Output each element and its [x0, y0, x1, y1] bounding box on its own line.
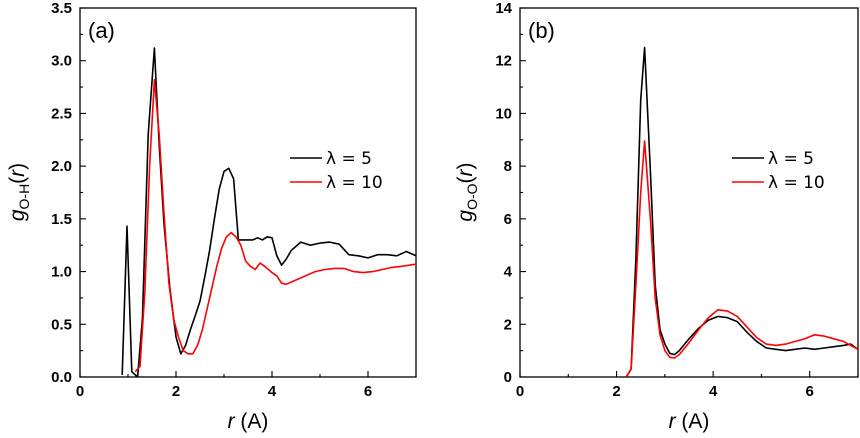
panel-b-legend: λ = 5 λ = 10: [732, 149, 825, 193]
panel-a-x-tick-label: 2: [172, 383, 180, 400]
panel-a-series: [121, 47, 416, 377]
panel-b-y-axis-close-paren: ): [454, 162, 477, 169]
panel-a-x-tick-label: 4: [268, 383, 277, 400]
panel-b-oo-rdf: 0 2 4 6 0 2 4 6 8 10 12 14 (b) λ = 5 λ = 10 r (A) g…: [454, 0, 859, 433]
panel-b-y-tick-label: 8: [504, 158, 512, 175]
panel-a-ticks: 0 2 4 6 0.0 0.5 1.0 1.5 2.0 2.5 3.0 3.5: [51, 0, 417, 400]
panel-b-y-tick-label: 14: [495, 0, 512, 17]
panel-b-series-line-lambda10: [625, 140, 858, 377]
panel-b-y-tick-label: 4: [504, 264, 513, 281]
panel-a-y-tick-label: 0.0: [51, 369, 72, 386]
panel-a-y-axis-title: gO-H(r): [6, 163, 32, 221]
panel-a-x-axis-unit: (A): [235, 410, 269, 433]
panel-b-x-tick-label: 2: [612, 383, 620, 400]
panel-a-y-axis-sub: O-H: [16, 184, 32, 210]
panel-a-label: (a): [88, 18, 115, 43]
panel-b-y-tick-label: 0: [504, 369, 512, 386]
panel-b-series: [625, 46, 858, 377]
panel-b-y-tick-label: 12: [495, 53, 512, 70]
panel-a-y-tick-label: 2.5: [51, 105, 72, 122]
panel-a-x-tick-label: 6: [364, 383, 372, 400]
panel-a-y-tick-label: 1.0: [51, 264, 72, 281]
panel-a-y-tick-label: 0.5: [51, 316, 72, 333]
panel-b-legend-label-lambda5: λ = 5: [768, 149, 814, 169]
panel-a-y-tick-label: 1.5: [51, 211, 72, 228]
panel-b-x-axis-unit: (A): [676, 410, 710, 433]
panel-a-legend: λ = 5 λ = 10: [290, 149, 383, 193]
panel-b-series-line-lambda5: [625, 46, 858, 377]
panel-a-oh-rdf: 0 2 4 6 0.0 0.5 1.0 1.5 2.0 2.5 3.0 3.5 (a) λ = 5 λ…: [6, 0, 417, 433]
panel-a-y-tick-label: 3.5: [51, 0, 72, 17]
panel-b-y-tick-label: 6: [504, 211, 512, 228]
panel-a-y-axis-close-paren: ): [6, 163, 29, 170]
panel-b-x-tick-label: 4: [709, 383, 718, 400]
panel-b-y-axis-open-paren: (: [454, 176, 477, 183]
panel-a-x-axis-var: r: [228, 410, 236, 433]
panel-b-x-tick-label: 0: [516, 383, 524, 400]
panel-b-x-tick-label: 6: [806, 383, 814, 400]
panel-a-y-axis-var: g: [6, 209, 29, 221]
panel-b-y-tick-label: 10: [495, 105, 512, 122]
panel-a-y-tick-label: 3.0: [51, 53, 72, 70]
panel-b-y-axis-var: g: [454, 210, 477, 222]
panel-a-legend-label-lambda5: λ = 5: [326, 149, 372, 169]
panel-b-y-tick-label: 2: [504, 316, 512, 333]
panel-a-x-tick-label: 0: [76, 383, 84, 400]
panel-a-legend-label-lambda10: λ = 10: [326, 173, 383, 193]
panel-b-x-axis-title: r (A): [669, 410, 710, 433]
panel-b-legend-label-lambda10: λ = 10: [768, 173, 825, 193]
panel-a-y-tick-label: 2.0: [51, 158, 72, 175]
panel-b-ticks: 0 2 4 6 0 2 4 6 8 10 12 14: [495, 0, 859, 400]
panel-a-series-line-lambda5: [121, 47, 416, 377]
panel-b-y-axis-arg: r: [454, 168, 477, 176]
panel-b-y-axis-sub: O-O: [464, 183, 480, 210]
panel-b-x-axis-var: r: [669, 410, 677, 433]
panel-a-series-line-lambda10: [134, 78, 416, 373]
panel-a-x-axis-title: r (A): [228, 410, 269, 433]
panel-a-y-axis-open-paren: (: [6, 177, 29, 184]
panel-b-y-axis-title: gO-O(r): [454, 162, 480, 221]
panel-a-y-axis-arg: r: [6, 169, 29, 177]
panel-b-label: (b): [528, 18, 555, 43]
